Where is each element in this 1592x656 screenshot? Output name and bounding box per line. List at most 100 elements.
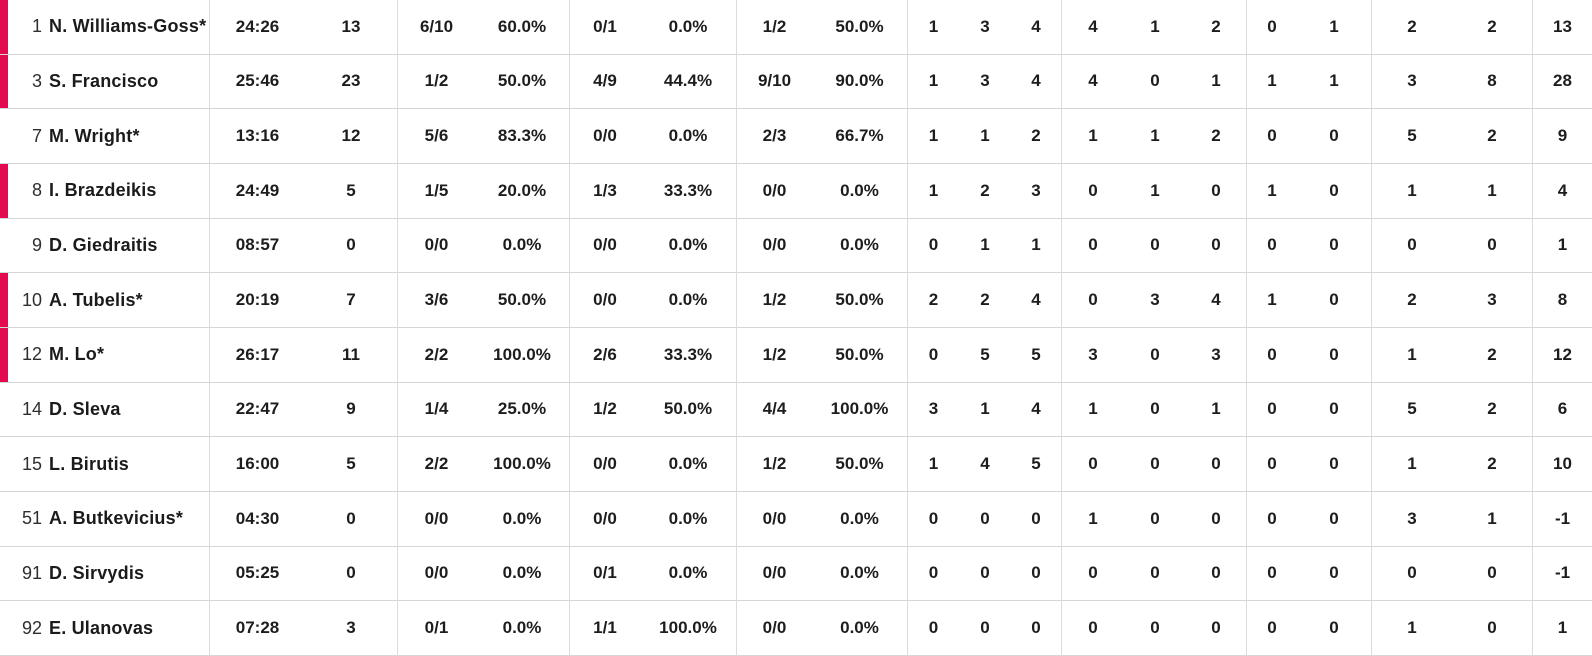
- cell-fouls-drawn: 1: [1452, 163, 1533, 219]
- cell-pir: 28: [1533, 55, 1592, 110]
- cell-pir: 10: [1533, 437, 1592, 492]
- player-row[interactable]: 9 D. Giedraitis: [0, 218, 210, 274]
- cell-defensive-rebounds: 1: [959, 383, 1011, 438]
- cell-minutes: 04:30: [210, 492, 305, 547]
- cell-pir: -1: [1533, 547, 1592, 602]
- cell-2pt-made-att: 5/6: [398, 109, 475, 164]
- cell-defensive-rebounds: 3: [959, 55, 1011, 110]
- cell-total-rebounds: 4: [1011, 0, 1062, 55]
- cell-offensive-rebounds: 1: [908, 55, 959, 110]
- cell-ft-made-att: 0/0: [737, 219, 812, 274]
- cell-assists: 0: [1062, 601, 1124, 656]
- cell-offensive-rebounds: 1: [908, 164, 959, 219]
- player-row[interactable]: 7 M. Wright*: [0, 109, 210, 164]
- cell-steals: 0: [1124, 383, 1186, 438]
- cell-ft-made-att: 4/4: [737, 383, 812, 438]
- player-row[interactable]: 91 D. Sirvydis: [0, 546, 210, 602]
- player-row[interactable]: 8 I. Brazdeikis: [0, 163, 210, 219]
- cell-fouls: 3: [1372, 55, 1452, 110]
- cell-blocks: 0: [1247, 109, 1297, 164]
- cell-fouls-drawn: 0: [1452, 601, 1533, 656]
- cell-assists: 4: [1062, 55, 1124, 110]
- cell-ft-pct: 66.7%: [812, 109, 908, 164]
- cell-fouls-drawn: 2: [1452, 327, 1533, 383]
- cell-ft-made-att: 0/0: [737, 601, 812, 656]
- cell-3pt-made-att: 1/2: [570, 383, 640, 438]
- jersey-number: 8: [31, 180, 42, 201]
- player-name: D. Sleva: [49, 398, 121, 419]
- cell-steals: 1: [1124, 0, 1186, 55]
- cell-fouls: 1: [1372, 601, 1452, 656]
- player-row[interactable]: 14 D. Sleva: [0, 382, 210, 438]
- cell-ft-pct: 0.0%: [812, 601, 908, 656]
- cell-blocks-against: 1: [1297, 0, 1372, 55]
- cell-offensive-rebounds: 1: [908, 0, 959, 55]
- cell-2pt-pct: 50.0%: [475, 273, 570, 328]
- cell-offensive-rebounds: 0: [908, 219, 959, 274]
- cell-pir: 13: [1533, 0, 1592, 55]
- cell-total-rebounds: 5: [1011, 437, 1062, 492]
- player-row[interactable]: 51 A. Butkevicius*: [0, 491, 210, 547]
- cell-defensive-rebounds: 0: [959, 547, 1011, 602]
- cell-steals: 0: [1124, 55, 1186, 110]
- cell-points: 5: [305, 163, 398, 219]
- cell-points: 13: [305, 0, 398, 55]
- cell-points: 0: [305, 546, 398, 602]
- player-row[interactable]: 92 E. Ulanovas: [0, 601, 210, 656]
- cell-offensive-rebounds: 3: [908, 383, 959, 438]
- cell-steals: 0: [1124, 219, 1186, 274]
- cell-assists: 3: [1062, 328, 1124, 383]
- cell-defensive-rebounds: 2: [959, 273, 1011, 328]
- player-row[interactable]: 10 A. Tubelis*: [0, 273, 210, 328]
- cell-steals: 0: [1124, 437, 1186, 492]
- cell-fouls-drawn: 0: [1452, 218, 1533, 274]
- cell-pir: -1: [1533, 492, 1592, 547]
- cell-total-rebounds: 0: [1011, 491, 1062, 547]
- cell-3pt-made-att: 1/3: [570, 164, 640, 219]
- jersey-number: 14: [21, 398, 42, 419]
- cell-total-rebounds: 4: [1011, 273, 1062, 328]
- player-row[interactable]: 12 M. Lo*: [0, 327, 210, 383]
- cell-3pt-pct: 0.0%: [640, 0, 737, 55]
- cell-steals: 0: [1124, 547, 1186, 602]
- cell-3pt-made-att: 4/9: [570, 55, 640, 110]
- cell-offensive-rebounds: 2: [908, 273, 959, 328]
- cell-2pt-pct: 50.0%: [475, 54, 570, 110]
- player-row[interactable]: 1 N. Williams-Goss*: [0, 0, 210, 55]
- cell-total-rebounds: 2: [1011, 109, 1062, 164]
- cell-2pt-made-att: 6/10: [398, 0, 475, 55]
- cell-minutes: 22:47: [210, 383, 305, 438]
- cell-pir: 1: [1533, 219, 1592, 274]
- jersey-number: 12: [21, 344, 42, 365]
- jersey-number: 10: [21, 289, 42, 310]
- player-row[interactable]: 3 S. Francisco: [0, 54, 210, 110]
- player-row[interactable]: 15 L. Birutis: [0, 437, 210, 492]
- cell-blocks: 1: [1247, 164, 1297, 219]
- cell-fouls: 1: [1372, 164, 1452, 219]
- cell-total-rebounds: 3: [1011, 163, 1062, 219]
- cell-fouls-drawn: 2: [1452, 109, 1533, 164]
- cell-ft-made-att: 2/3: [737, 109, 812, 164]
- cell-fouls: 1: [1372, 328, 1452, 383]
- cell-blocks-against: 1: [1297, 54, 1372, 110]
- cell-pir: 9: [1533, 109, 1592, 164]
- cell-steals: 0: [1124, 328, 1186, 383]
- player-name: M. Wright*: [49, 125, 140, 146]
- cell-turnovers: 4: [1186, 273, 1247, 328]
- cell-fouls-drawn: 2: [1452, 0, 1533, 55]
- jersey-number: 92: [21, 617, 42, 638]
- cell-offensive-rebounds: 0: [908, 601, 959, 656]
- cell-points: 7: [305, 273, 398, 328]
- cell-blocks-against: 0: [1297, 327, 1372, 383]
- player-name: S. Francisco: [49, 70, 159, 91]
- cell-3pt-pct: 0.0%: [640, 437, 737, 492]
- cell-offensive-rebounds: 0: [908, 328, 959, 383]
- cell-3pt-pct: 33.3%: [640, 327, 737, 383]
- cell-assists: 1: [1062, 109, 1124, 164]
- cell-3pt-pct: 0.0%: [640, 491, 737, 547]
- cell-pir: 8: [1533, 273, 1592, 328]
- cell-assists: 0: [1062, 273, 1124, 328]
- cell-defensive-rebounds: 3: [959, 0, 1011, 55]
- cell-defensive-rebounds: 5: [959, 328, 1011, 383]
- cell-ft-pct: 50.0%: [812, 0, 908, 55]
